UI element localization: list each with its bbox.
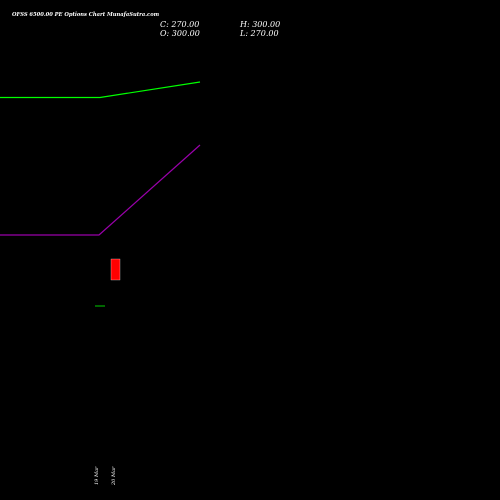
low-value: L: 270.00: [239, 29, 279, 38]
close-value: C: 270.00: [160, 20, 199, 29]
open-value: O: 300.00: [160, 29, 200, 38]
chart-title: OFSS 6500.00 PE Options Chart MunafaSutr…: [12, 12, 160, 18]
x-tick-label: 19 Mar: [94, 466, 100, 485]
upper-series-line: [0, 81, 201, 99]
x-axis-ticks: 19 Mar 20 Mar: [94, 466, 117, 486]
lower-series-line: [0, 144, 201, 236]
x-tick-label: 20 Mar: [111, 466, 117, 486]
candle-body: [110, 258, 121, 281]
high-value: H: 300.00: [239, 20, 280, 29]
